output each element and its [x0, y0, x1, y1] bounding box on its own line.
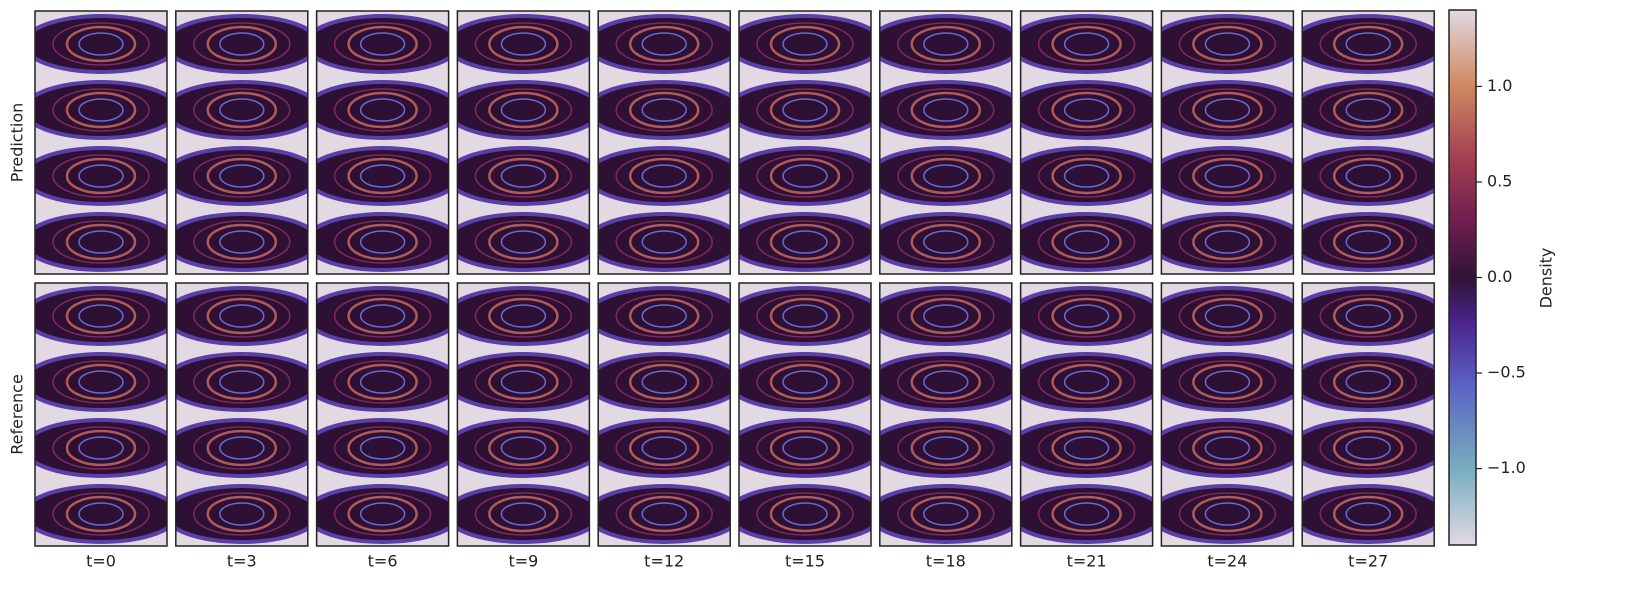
heatmap-panel [725, 11, 885, 274]
panel-frame [34, 282, 168, 547]
heatmap-panel [1007, 11, 1167, 274]
panel-frame [456, 282, 591, 547]
heatmap-panel [866, 11, 1026, 274]
column-label: t=27 [1348, 552, 1388, 571]
colorbar-label: Density [1537, 248, 1556, 309]
heatmap-panel [162, 283, 322, 546]
panel-frame [315, 10, 450, 275]
panel-frame [597, 282, 731, 547]
panel-frame [879, 282, 1013, 547]
panel-frame [879, 10, 1013, 275]
panel-frame [175, 10, 309, 275]
heatmap-panel [443, 11, 603, 274]
colorbar-tick-label: 1.0 [1487, 76, 1512, 95]
heatmap-panel [866, 283, 1026, 546]
panel-frame [1160, 282, 1295, 547]
heatmap-panel [725, 283, 885, 546]
panel-frame [1301, 282, 1435, 547]
panel-frame [1019, 282, 1154, 547]
heatmap-panel [584, 283, 744, 546]
column-label: t=15 [785, 552, 825, 571]
heatmap-panel [162, 11, 322, 274]
heatmap-panel [1288, 283, 1448, 546]
colorbar-tick-label: 0.5 [1487, 171, 1512, 190]
colorbar [1448, 9, 1477, 546]
panel-frame [1019, 10, 1154, 275]
panel-frame [738, 10, 872, 275]
colorbar-tick-label: −0.5 [1487, 363, 1526, 382]
panel-frame [738, 282, 872, 547]
heatmap-panel [21, 283, 181, 546]
row-label: Prediction [8, 103, 27, 182]
heatmap-panel [1007, 283, 1167, 546]
panel-frame [34, 10, 168, 275]
colorbar-tick-label: 0.0 [1487, 267, 1512, 286]
colorbar-tick-label: −1.0 [1487, 458, 1526, 477]
heatmap-panel [1147, 283, 1307, 546]
column-label: t=6 [368, 552, 398, 571]
panel-frame [1301, 10, 1435, 275]
heatmap-panel [1288, 11, 1448, 274]
panels [21, 10, 1448, 547]
panel-frame [1160, 10, 1295, 275]
heatmap-panel [443, 283, 603, 546]
panel-frame [315, 282, 450, 547]
column-label: t=0 [86, 552, 116, 571]
column-label: t=21 [1067, 552, 1107, 571]
column-label: t=9 [508, 552, 538, 571]
column-label: t=3 [227, 552, 257, 571]
heatmap-panel [303, 11, 463, 274]
column-label: t=24 [1207, 552, 1247, 571]
heatmap-panel [303, 283, 463, 546]
column-label: t=12 [644, 552, 684, 571]
heatmap-panel [1147, 11, 1307, 274]
panel-frame [175, 282, 309, 547]
heatmap-panel [584, 11, 744, 274]
row-label: Reference [8, 374, 27, 455]
panel-frame [456, 10, 591, 275]
column-label: t=18 [926, 552, 966, 571]
panel-frame [597, 10, 731, 275]
heatmap-panel [21, 11, 181, 274]
